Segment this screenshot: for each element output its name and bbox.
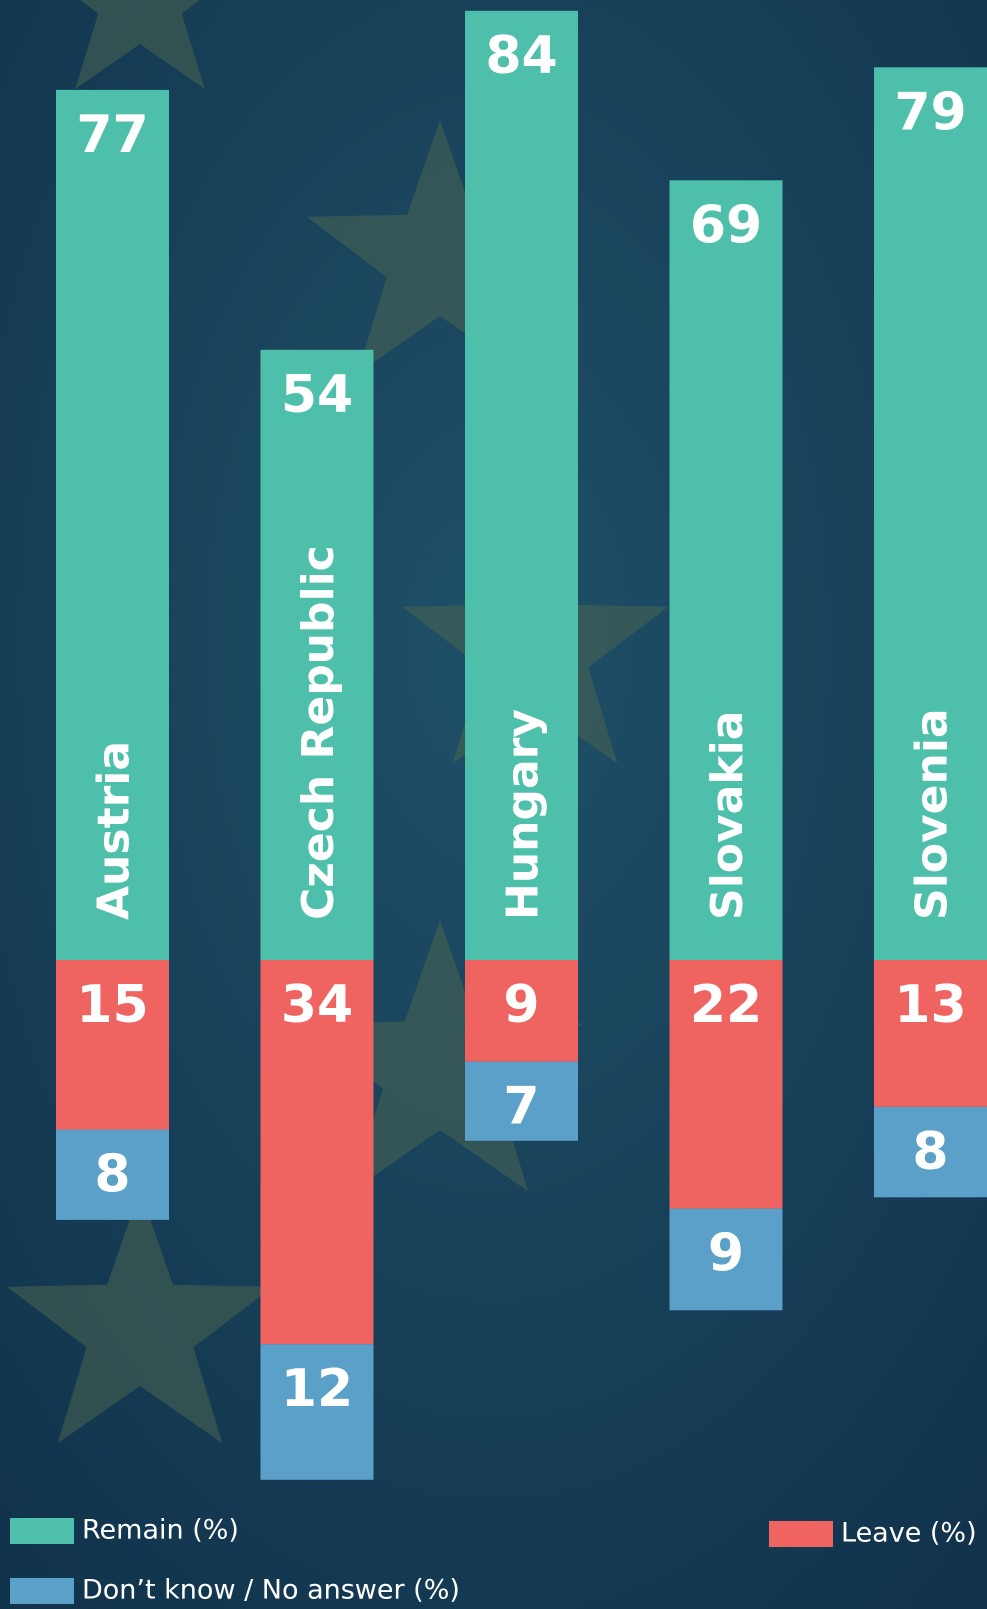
bar-segment: [465, 960, 578, 1062]
value-label: 77: [76, 105, 148, 165]
bar-segment: [669, 180, 783, 961]
value-label: 34: [281, 975, 353, 1035]
bar-segment: [260, 1344, 374, 1480]
category-label: Slovenia: [907, 708, 958, 920]
value-label: 8: [912, 1122, 948, 1182]
legend-label: Don’t know / No answer (%): [82, 1575, 460, 1606]
value-label: 7: [503, 1077, 539, 1137]
value-label: 9: [503, 975, 539, 1035]
category-label: Hungary: [498, 709, 549, 920]
value-label: 69: [690, 195, 762, 255]
value-label: 9: [708, 1224, 744, 1284]
legend-swatch: [10, 1518, 74, 1544]
category-label: Czech Republic: [293, 545, 344, 920]
bar-segment: [874, 67, 987, 961]
value-label: 13: [894, 975, 966, 1035]
star: [306, 120, 574, 374]
value-label: 54: [281, 365, 353, 425]
bar-segment: [465, 1061, 578, 1141]
legend-swatch: [10, 1578, 74, 1604]
bar-segment: [669, 1208, 783, 1311]
legend-label: Leave (%): [841, 1518, 977, 1549]
plot: 77 15 8 Austria 54 34 12 Czech Republic 84 9 7 Hung…: [56, 10, 987, 1480]
star: [75, 0, 205, 89]
value-label: 79: [894, 82, 966, 142]
bar-segment: [56, 960, 169, 1130]
bar-segment: [56, 89, 169, 960]
bar-segment: [669, 960, 783, 1209]
bar-segment: [874, 1106, 987, 1198]
bar-segment: [874, 960, 987, 1107]
legend-label: Remain (%): [82, 1515, 239, 1546]
value-label: 22: [690, 975, 762, 1035]
value-label: 15: [76, 975, 148, 1035]
value-label: 84: [485, 26, 557, 86]
value-label: 8: [94, 1145, 130, 1205]
bar-segment: [465, 10, 578, 961]
star: [6, 1190, 274, 1444]
bar-segment: [56, 1129, 169, 1220]
legend: Remain (%) Leave (%) Don’t know / No answe…: [10, 1515, 977, 1606]
bar-segment: [260, 349, 374, 960]
value-label: 12: [281, 1359, 353, 1419]
legend-swatch: [769, 1521, 833, 1547]
bar-segment: [260, 960, 374, 1345]
star: [297, 920, 583, 1192]
category-label: Austria: [89, 741, 140, 920]
category-label: Slovakia: [702, 711, 753, 920]
